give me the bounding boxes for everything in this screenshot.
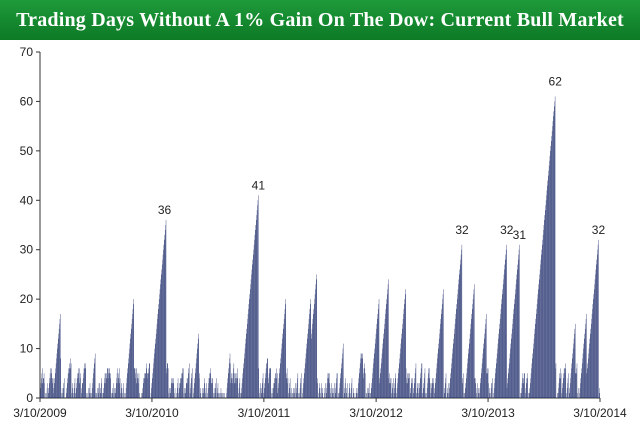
- x-axis: 3/10/2009 3/10/2010 3/10/2011 3/10/2012 3/10…: [13, 397, 627, 420]
- y-tick-label: 0: [26, 391, 33, 405]
- y-tick-label: 70: [20, 45, 34, 59]
- y-tick-label: 40: [20, 193, 34, 207]
- y-tick-label: 60: [20, 94, 34, 108]
- data-label: 32: [592, 223, 606, 237]
- y-axis: 0 10 20 30 40 50 60 70: [20, 45, 41, 405]
- data-label: 41: [252, 178, 266, 192]
- x-tick-label: 3/10/2013: [461, 406, 515, 420]
- data-label: 62: [549, 75, 563, 89]
- y-tick-label: 10: [20, 342, 34, 356]
- data-label: 32: [500, 223, 514, 237]
- x-tick-label: 3/10/2009: [13, 406, 67, 420]
- y-tick-label: 20: [20, 292, 34, 306]
- data-label: 31: [513, 228, 527, 242]
- x-tick-label: 3/10/2014: [573, 406, 627, 420]
- x-tick-label: 3/10/2011: [238, 406, 291, 420]
- x-tick-label: 3/10/2010: [125, 406, 179, 420]
- data-label: 36: [158, 203, 172, 217]
- bar-series: [40, 96, 600, 399]
- data-label: 32: [455, 223, 469, 237]
- y-tick-label: 50: [20, 144, 34, 158]
- x-tick-label: 3/10/2012: [349, 406, 403, 420]
- y-tick-label: 30: [20, 243, 34, 257]
- chart-title: Trading Days Without A 1% Gain On The Do…: [0, 0, 640, 40]
